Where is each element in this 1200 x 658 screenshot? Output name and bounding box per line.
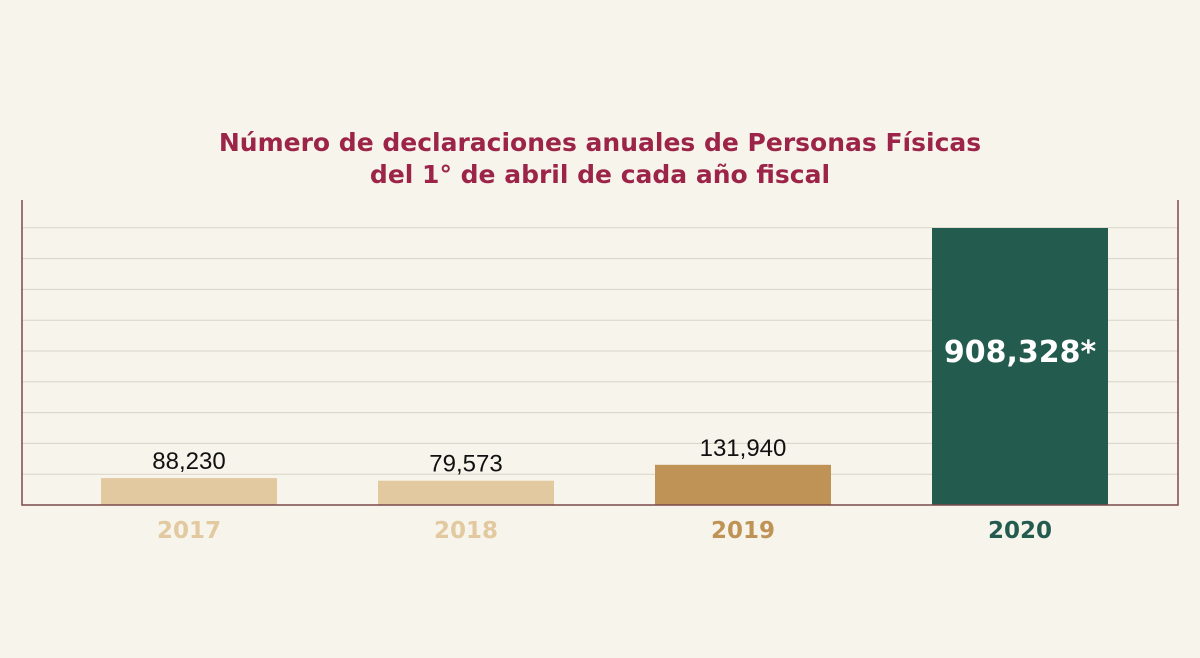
chart-subtitle: del 1° de abril de cada año fiscal	[369, 160, 831, 189]
bar-2018	[378, 480, 554, 505]
category-label-2019: 2019	[711, 518, 775, 544]
bar-2017	[101, 478, 277, 505]
value-label-2020: 908,328*	[944, 335, 1097, 370]
value-labels: 88,230 79,573 131,940 908,328*	[152, 335, 1096, 478]
value-label-2019: 131,940	[700, 435, 787, 462]
category-labels: 2017 2018 2019 2020	[157, 518, 1052, 544]
bar-2019	[655, 464, 831, 505]
category-label-2020: 2020	[988, 518, 1052, 544]
category-label-2018: 2018	[434, 518, 498, 544]
plot-frame	[21, 200, 1179, 506]
value-label-2017: 88,230	[152, 448, 225, 475]
bar-2020	[932, 228, 1108, 505]
chart-title: Número de declaraciones anuales de Perso…	[218, 128, 982, 157]
category-label-2017: 2017	[157, 518, 221, 544]
value-label-2018: 79,573	[429, 451, 502, 478]
bars	[101, 228, 1108, 505]
